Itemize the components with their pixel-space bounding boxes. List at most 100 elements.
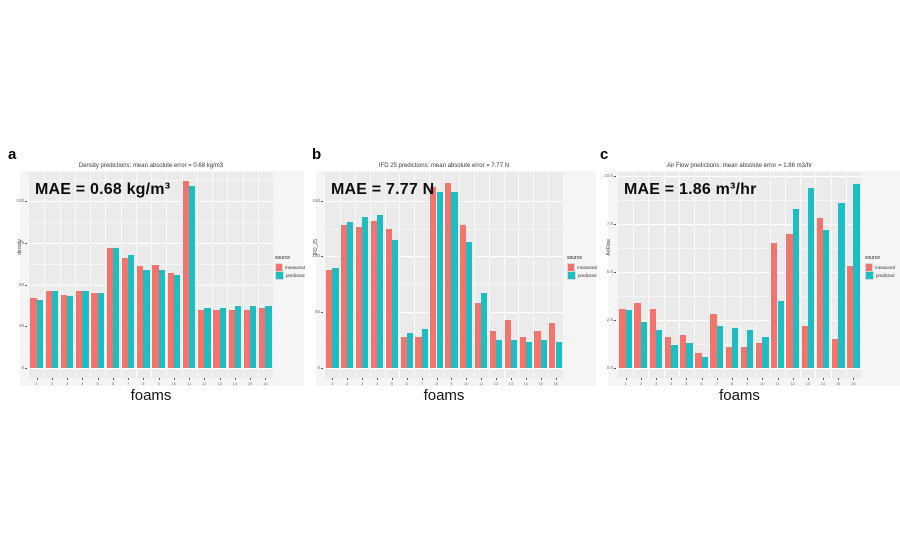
gridline-major <box>325 200 563 202</box>
bar-predicted-9 <box>158 269 165 368</box>
gridline-vertical <box>212 172 213 378</box>
x-tick-label: 5 <box>390 381 394 386</box>
x-tick-label: 10 <box>171 381 177 386</box>
y-tick-label: 100 <box>312 253 320 259</box>
bar-predicted-4 <box>671 345 678 368</box>
legend-entry-predicted: predicted <box>275 270 305 280</box>
bar-predicted-10 <box>762 337 769 368</box>
gridline-vertical <box>120 172 122 378</box>
x-tick-mark <box>234 378 236 380</box>
x-tick-label: 16 <box>553 381 558 386</box>
bar-predicted-3 <box>656 329 663 368</box>
gridline-vertical <box>74 172 76 378</box>
bar-predicted-12 <box>792 208 800 368</box>
y-tick-mark <box>614 368 616 369</box>
y-tick-label: 50 <box>18 281 24 287</box>
bar-predicted-11 <box>777 300 784 368</box>
legend-title: source <box>865 255 881 261</box>
x-tick-label: 12 <box>202 381 207 386</box>
legend-swatch-predicted <box>567 270 576 280</box>
x-tick-label: 2 <box>50 381 54 386</box>
x-tick-mark <box>128 378 130 380</box>
gridline-vertical <box>663 172 665 378</box>
bar-predicted-1 <box>625 310 632 368</box>
legend-title: source <box>567 255 583 261</box>
panel-letter-b: b <box>312 146 322 163</box>
mae-annotation-density: MAE = 0.68 kg/m³ <box>35 181 171 198</box>
x-tick-mark <box>807 378 809 380</box>
x-tick-mark <box>250 378 252 380</box>
gridline-vertical <box>754 172 756 378</box>
x-tick-label: 4 <box>81 381 84 386</box>
x-tick-mark <box>82 378 84 380</box>
legend: source measured predicted <box>567 255 597 280</box>
bar-measured-12 <box>489 331 496 368</box>
gridline-minor <box>325 340 563 342</box>
bar-measured-14 <box>228 309 235 368</box>
x-tick-mark <box>436 378 438 380</box>
gridline-vertical <box>815 172 817 378</box>
y-tick-mark <box>614 320 616 321</box>
gridline-minor <box>29 263 273 265</box>
plot-panel-airflow: MAE = 1.86 m³/hr <box>618 172 861 378</box>
bar-predicted-3 <box>362 217 369 368</box>
gridline-vertical <box>503 172 505 378</box>
gridline-vertical <box>105 172 107 378</box>
bar-predicted-14 <box>234 306 242 368</box>
bar-predicted-6 <box>701 356 708 368</box>
bar-predicted-8 <box>731 327 739 368</box>
gridline-major <box>29 368 273 369</box>
legend-label-measured: measured <box>874 264 895 270</box>
bar-predicted-8 <box>143 269 150 368</box>
legend-label-predicted: predicted <box>286 272 305 278</box>
x-tick-mark <box>112 378 114 380</box>
gridline-minor <box>29 347 273 349</box>
gridline-major <box>29 201 273 202</box>
y-tick-label: 0 <box>317 365 320 370</box>
bar-measured-11 <box>771 243 778 368</box>
y-tick-label: 100 <box>16 198 24 203</box>
y-tick-label: 0 <box>21 365 24 370</box>
x-tick-mark <box>466 378 468 380</box>
bar-predicted-5 <box>97 292 104 368</box>
bar-predicted-16 <box>853 183 860 368</box>
plot-panel-density: MAE = 0.68 kg/m³ <box>29 172 273 378</box>
x-tick-label: 2 <box>346 381 349 386</box>
x-tick-mark <box>406 378 408 380</box>
bar-predicted-11 <box>189 186 196 368</box>
bar-predicted-12 <box>204 307 211 368</box>
x-tick-mark <box>377 378 379 380</box>
gridline-vertical <box>339 172 341 378</box>
bar-measured-11 <box>474 303 482 368</box>
gridline-minor <box>618 200 861 201</box>
bar-predicted-13 <box>510 340 518 368</box>
x-tick-mark <box>67 378 69 380</box>
bar-measured-8 <box>725 346 732 368</box>
gridline-vertical <box>533 172 535 378</box>
gridline-vertical <box>59 172 61 378</box>
gridline-vertical <box>709 172 711 378</box>
gridline-major <box>618 176 861 177</box>
gridline-major <box>325 368 563 369</box>
x-tick-label: 15 <box>247 381 253 386</box>
x-tick-label: 9 <box>745 381 749 386</box>
bar-predicted-4 <box>82 291 89 368</box>
figure-airflow: c Air Flow predictions: mean absolute er… <box>596 143 900 408</box>
x-tick-label: 16 <box>851 381 856 386</box>
legend: source measured predicted <box>275 255 305 280</box>
bar-measured-5 <box>91 292 98 368</box>
gridline-vertical <box>458 172 460 378</box>
bar-measured-13 <box>504 320 511 368</box>
gridline-vertical <box>166 172 168 378</box>
bar-measured-8 <box>430 187 437 368</box>
x-tick-label: 3 <box>65 381 69 386</box>
x-axis-ticks: 1 2 3 4 5 6 7 8 9 10 11 12 13 14 15 16 <box>325 378 563 388</box>
x-axis-label-foams: foams <box>130 387 172 404</box>
bar-predicted-1 <box>332 267 339 368</box>
x-tick-label: 7 <box>126 381 130 386</box>
x-tick-label: 8 <box>730 381 734 386</box>
bar-predicted-15 <box>250 306 257 368</box>
x-tick-label: 11 <box>775 381 780 386</box>
x-tick-mark <box>792 378 794 380</box>
gridline-vertical <box>135 172 137 378</box>
